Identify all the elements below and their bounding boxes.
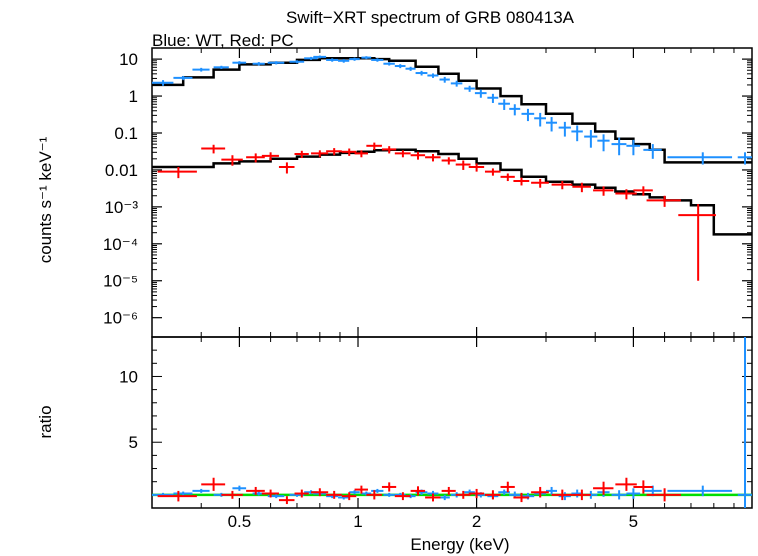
ratio-frame xyxy=(151,336,753,509)
y-tick-label: 10⁻³ xyxy=(104,198,138,217)
y-tick-label: 1 xyxy=(129,87,138,106)
chart-subtitle: Blue: WT, Red: PC xyxy=(152,31,294,50)
chart-title: Swift−XRT spectrum of GRB 080413A xyxy=(285,8,575,27)
spectrum-frame xyxy=(151,47,753,338)
y-tick-label: 10 xyxy=(119,367,138,386)
wt_model-step-line xyxy=(152,57,752,164)
y-tick-label: 5 xyxy=(129,433,138,452)
y-tick-label: 0.01 xyxy=(105,161,138,180)
ratio-panel: 0.5 1 2 5 5 10 xyxy=(119,336,753,531)
x-tick-label: 1 xyxy=(353,512,362,531)
y-tick-label: 10⁻⁴ xyxy=(103,235,138,254)
y-axis-label-ratio: ratio xyxy=(36,405,55,439)
y-tick-label: 10⁻⁵ xyxy=(103,272,138,291)
x-tick-label: 0.5 xyxy=(228,512,252,531)
spectrum-panel: 10 1 0.1 0.01 10⁻³ 10⁻⁴ 10⁻⁵ 10⁻⁶ xyxy=(103,47,753,338)
y-tick-label: 10 xyxy=(119,50,138,69)
x-tick-label: 5 xyxy=(629,512,638,531)
x-axis-label: Energy (keV) xyxy=(410,535,510,554)
pc_model-step-line xyxy=(152,148,752,236)
y-tick-label: 0.1 xyxy=(114,124,138,143)
y-axis-label-spectrum: counts s⁻¹ keV⁻¹ xyxy=(36,136,55,264)
y-tick-label: 10⁻⁶ xyxy=(103,309,138,328)
x-tick-label: 2 xyxy=(472,512,481,531)
